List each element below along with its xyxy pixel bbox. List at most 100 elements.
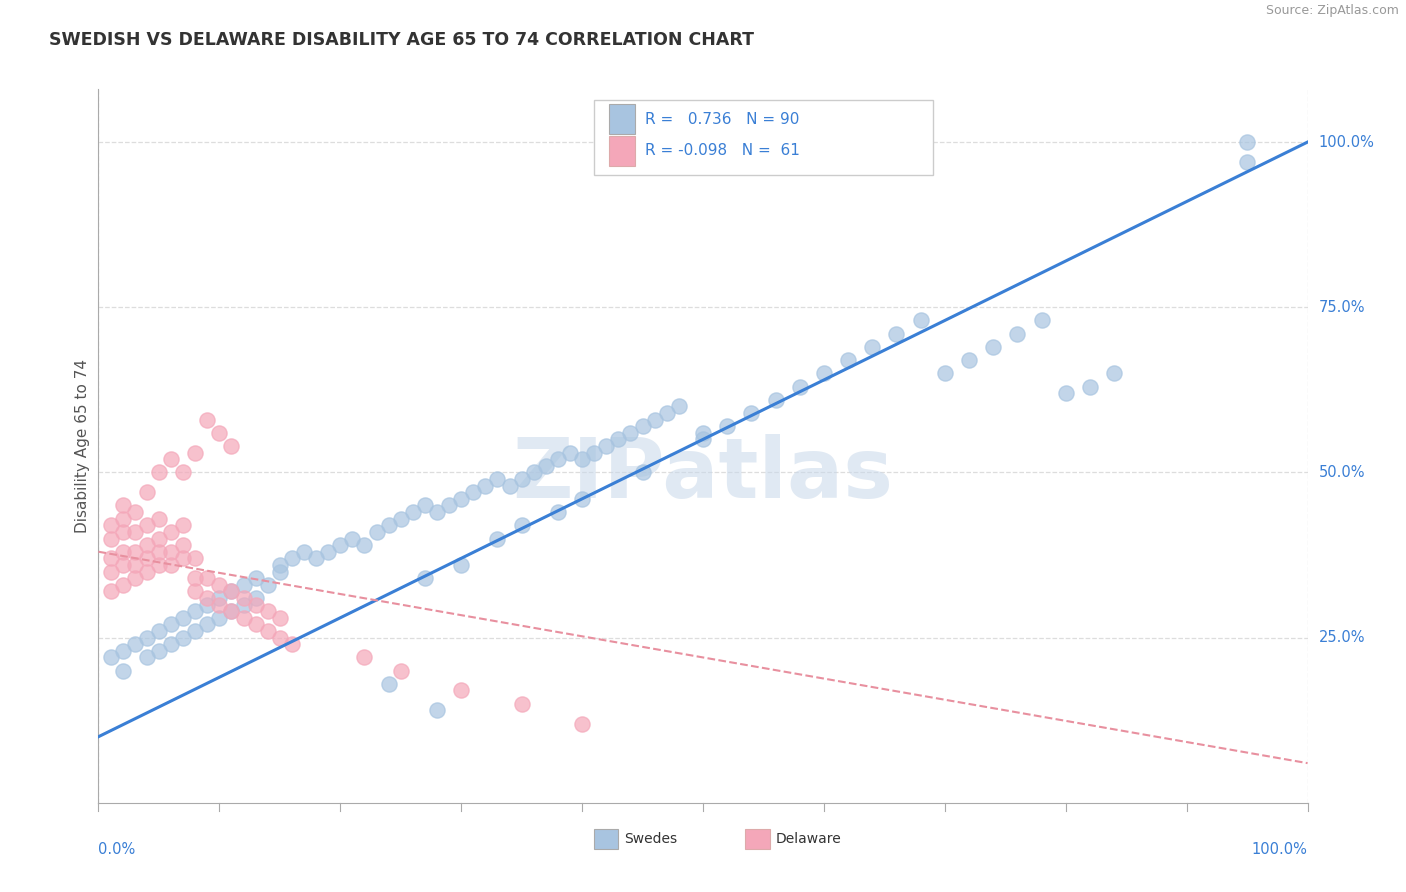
Point	[269, 558, 291, 572]
Point	[111, 664, 134, 678]
Point	[860, 340, 883, 354]
Point	[232, 578, 254, 592]
Point	[450, 683, 472, 698]
Point	[135, 631, 157, 645]
Point	[195, 617, 218, 632]
Point	[135, 650, 157, 665]
Point	[160, 637, 183, 651]
Point	[160, 545, 183, 559]
Point	[1102, 367, 1125, 381]
Point	[172, 631, 194, 645]
Point	[184, 445, 207, 459]
Point	[595, 439, 617, 453]
Point	[172, 551, 194, 566]
Point	[269, 631, 291, 645]
Point	[957, 353, 980, 368]
Point	[1007, 326, 1029, 341]
Point	[342, 532, 364, 546]
Point	[583, 445, 606, 459]
Point	[208, 425, 231, 440]
Point	[981, 340, 1004, 354]
Text: Source: ZipAtlas.com: Source: ZipAtlas.com	[1265, 4, 1399, 18]
Point	[329, 538, 352, 552]
Point	[245, 617, 267, 632]
Point	[232, 611, 254, 625]
Point	[474, 478, 496, 492]
Point	[195, 591, 218, 605]
Bar	[595, 830, 619, 849]
Point	[377, 677, 399, 691]
Point	[111, 578, 134, 592]
Point	[486, 472, 509, 486]
Point	[837, 353, 859, 368]
Point	[437, 499, 460, 513]
Text: 100.0%: 100.0%	[1251, 842, 1308, 856]
Point	[366, 524, 388, 539]
Text: 100.0%: 100.0%	[1319, 135, 1375, 150]
Point	[208, 578, 231, 592]
Point	[195, 412, 218, 426]
Point	[571, 716, 593, 731]
Point	[160, 617, 183, 632]
Point	[692, 433, 714, 447]
Point	[148, 466, 170, 480]
Point	[269, 611, 291, 625]
Point	[184, 551, 207, 566]
Point	[619, 425, 641, 440]
Point	[571, 452, 593, 467]
Point	[402, 505, 425, 519]
Point	[184, 584, 207, 599]
Point	[111, 558, 134, 572]
Point	[148, 644, 170, 658]
Point	[100, 650, 122, 665]
Point	[221, 584, 243, 599]
Point	[523, 466, 546, 480]
Point	[305, 551, 328, 566]
Point	[111, 545, 134, 559]
Point	[353, 650, 375, 665]
Point	[607, 433, 630, 447]
Point	[124, 505, 146, 519]
Point	[256, 578, 278, 592]
Point	[353, 538, 375, 552]
Point	[886, 326, 908, 341]
Point	[172, 538, 194, 552]
Point	[111, 524, 134, 539]
Bar	[745, 830, 769, 849]
Point	[124, 558, 146, 572]
Point	[389, 664, 412, 678]
Point	[135, 518, 157, 533]
Point	[221, 584, 243, 599]
Point	[160, 558, 183, 572]
Point	[111, 511, 134, 525]
Point	[1078, 379, 1101, 393]
Point	[1236, 154, 1258, 169]
Text: 25.0%: 25.0%	[1319, 630, 1365, 645]
Point	[232, 591, 254, 605]
Point	[426, 703, 449, 717]
Point	[232, 598, 254, 612]
Point	[934, 367, 956, 381]
Point	[100, 551, 122, 566]
Text: 50.0%: 50.0%	[1319, 465, 1365, 480]
Point	[160, 452, 183, 467]
Point	[245, 571, 267, 585]
Point	[789, 379, 811, 393]
Text: R =   0.736   N = 90: R = 0.736 N = 90	[645, 112, 800, 127]
Text: 75.0%: 75.0%	[1319, 300, 1365, 315]
Point	[148, 511, 170, 525]
Point	[256, 624, 278, 638]
Bar	[609, 136, 636, 166]
Text: ZIPatlas: ZIPatlas	[513, 434, 893, 515]
Point	[100, 518, 122, 533]
Point	[111, 499, 134, 513]
Point	[124, 524, 146, 539]
Point	[426, 505, 449, 519]
Point	[1236, 135, 1258, 149]
Point	[413, 499, 436, 513]
Point	[692, 425, 714, 440]
Point	[486, 532, 509, 546]
FancyBboxPatch shape	[595, 100, 932, 175]
Point	[655, 406, 678, 420]
Point	[389, 511, 412, 525]
